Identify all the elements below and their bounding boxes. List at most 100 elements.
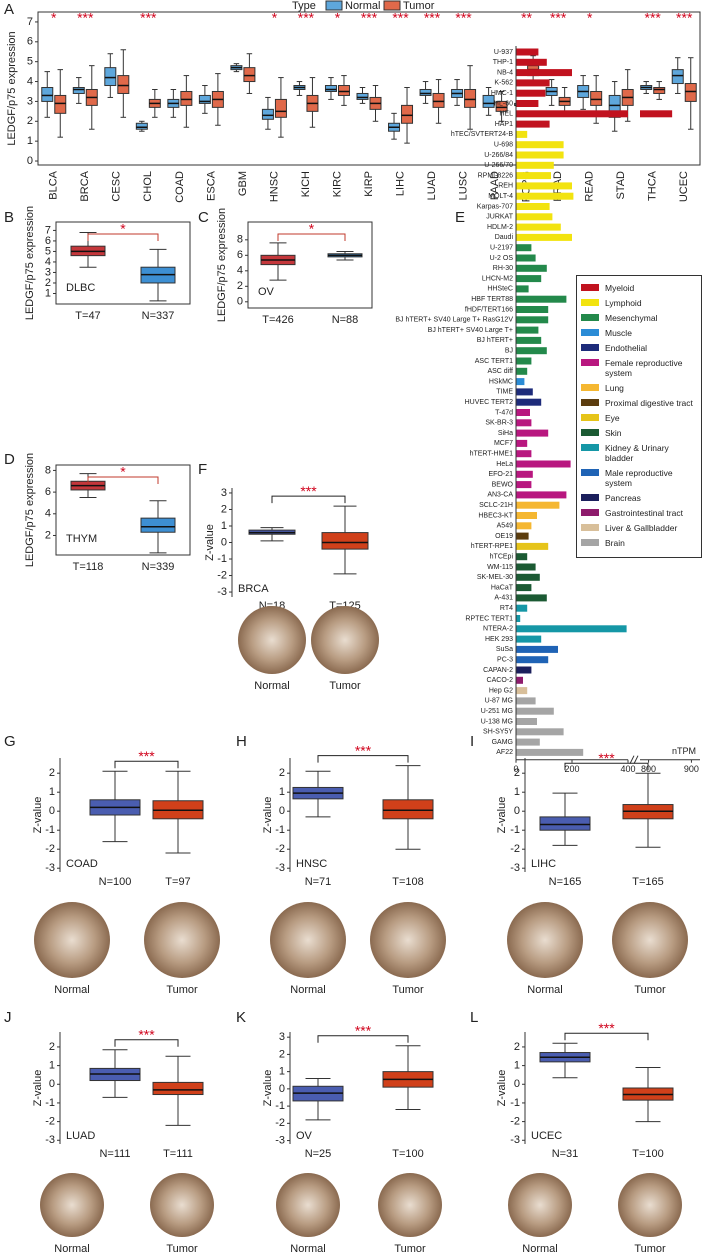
y-tick-label: -1 [510,1097,520,1109]
cell-line-label: HUVEC TERT2 [465,399,513,406]
box [41,87,54,102]
bar [516,522,532,530]
cell-line-label: U-698 [494,142,513,149]
significance-bracket [87,476,159,484]
bar [516,676,523,684]
box [590,90,603,106]
legend-label: Brain [605,538,625,548]
cell-line-label: BEWO [492,481,514,488]
significance: * [272,10,278,26]
bar [516,697,536,705]
x-tick-label: KIRP [363,171,375,197]
cell-line-label: HDLM-2 [487,224,513,231]
significance: *** [77,10,94,26]
x-tick-label: CESC [111,171,123,202]
significance: *** [138,748,155,764]
y-tick-label: 6 [45,235,51,247]
x-tick-label: N=337 [142,310,175,322]
significance: *** [140,10,157,26]
panel-label: D [4,451,15,468]
significance: * [120,221,126,237]
cell-line-label: EFO-21 [488,471,513,478]
y-axis-label: Z-value [204,524,216,561]
panel-label: G [4,733,16,750]
y-tick-label: 1 [45,287,51,299]
bar [516,306,549,313]
bar [516,182,572,190]
y-tick-label: -1 [45,1097,55,1109]
bar [516,130,528,138]
x-tick-label: N=111 [99,1148,130,1160]
legend-item: Kidney & Urinary bladder [581,443,697,463]
cell-line-label: SiHa [498,430,513,437]
bar [516,285,529,293]
cell-line-label: U-251 MG [481,708,513,715]
cell-line-label: Hep G2 [489,687,513,694]
bar [516,367,528,375]
cell-line-label: REH [498,183,513,190]
bar [516,398,542,406]
y-tick-label: 3 [221,487,227,499]
cell-line-label: RT4 [500,605,513,612]
y-tick-label: 2 [237,280,243,292]
legend-label: Endothelial [605,343,648,353]
y-axis-label: Z-value [32,1070,44,1107]
y-tick-label: -3 [217,586,227,598]
cell-line-label: HBEC3-KT [478,512,513,519]
y-tick-label: -3 [45,862,55,874]
y-axis-label: LEDGF/p75 expression [24,206,36,320]
tissue-image [238,606,306,674]
y-tick-label: -2 [275,843,285,855]
legend-label: Pancreas [605,493,641,503]
y-tick-label: 8 [237,234,243,246]
image-label: Tumor [394,1243,426,1255]
cell-line-label: RPMI-8226 [478,172,514,179]
y-tick-label: 3 [27,95,33,107]
image-label: Normal [290,984,325,996]
x-tick-label: 800 [641,764,656,774]
bar [516,439,528,447]
box [140,517,176,533]
box [104,67,117,87]
cell-line-label: THP-1 [493,59,513,66]
cell-line-label: U-266/70 [484,162,513,169]
legend-label: Proximal digestive tract [605,398,693,408]
y-tick-label: 6 [45,486,51,498]
cell-line-label: hTEC/SVTERT24-B [451,131,513,138]
y-tick-label: -3 [510,862,520,874]
bar [516,615,521,622]
cell-line-label: U-87 MG [485,698,513,705]
legend-label: Kidney & Urinary bladder [605,443,669,463]
y-tick-label: -3 [275,862,285,874]
significance: ** [521,10,532,26]
legend-swatch [581,509,599,516]
cell-line-label: ASC diff [487,368,513,375]
bar [516,100,539,107]
significance: * [309,221,315,237]
cancer-type: OV [296,1130,313,1142]
bar [516,419,532,427]
y-tick-label: -1 [217,553,227,565]
bar [516,264,547,272]
x-tick-label: READ [584,171,596,202]
significance: * [587,10,593,26]
x-tick-label: T=100 [392,1148,424,1160]
box [495,100,508,112]
tissue-image [311,606,379,674]
box [321,532,369,550]
x-tick-label: STAD [615,171,627,200]
cell-line-label: SK-BR-3 [485,420,513,427]
box [464,88,477,108]
bar [516,357,532,365]
cell-line-label: NB-4 [497,69,513,76]
box [401,104,414,124]
plot-frame [55,221,191,305]
cell-line-label: NTERA-2 [483,626,513,633]
bar [516,336,542,344]
y-axis-label: Z-value [262,797,274,834]
y-tick-label: 0 [279,1083,285,1095]
legend-swatch [581,299,599,306]
cancer-type: DLBC [66,282,95,294]
axis-break [629,755,639,764]
x-tick-label: T=47 [75,310,100,322]
